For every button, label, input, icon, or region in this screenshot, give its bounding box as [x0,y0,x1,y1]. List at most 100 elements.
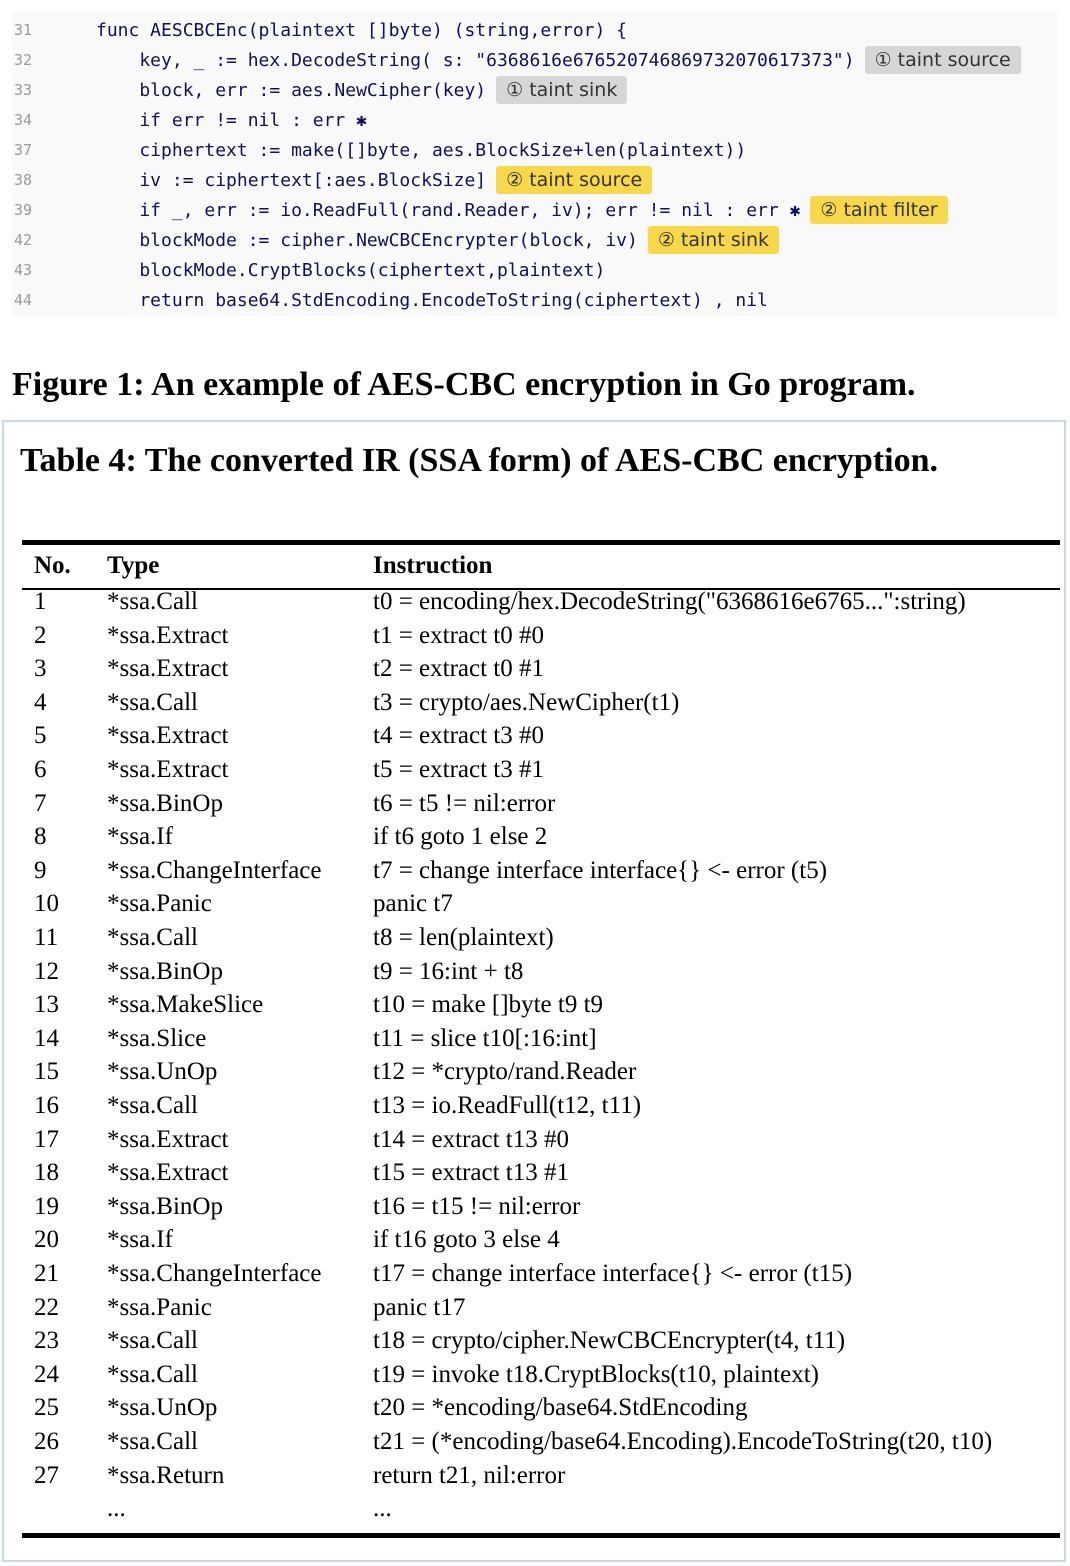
code-text: key, _ := hex.DecodeString( s: "6368616e… [96,49,855,71]
table-cell: *ssa.Call [107,1092,198,1119]
table-cell: *ssa.UnOp [107,1058,218,1086]
table-rule [22,540,1060,545]
table-cell: *ssa.ChangeInterface [107,1260,322,1287]
line-number: 38 [14,171,33,189]
table-cell: if t6 goto 1 else 2 [373,823,548,851]
table-rule [22,588,1060,590]
table-cell: t16 = t15 != nil:error [373,1192,581,1220]
code-line: 32 key, _ := hex.DecodeString( s: "63686… [12,45,1021,75]
table-panel: Table 4: The converted IR (SSA form) of … [2,420,1066,1562]
header-row: No. Type Instruction [4,552,1064,586]
code-text: ciphertext := make([]byte, aes.BlockSize… [96,139,747,161]
table-cell: t2 = extract t0 #1 [373,655,544,683]
table-cell: *ssa.Extract [107,655,229,683]
line-number: 34 [14,111,33,129]
table-cell: *ssa.MakeSlice [107,991,264,1019]
table-cell: *ssa.Extract [107,1125,229,1153]
annotation-tag: ② taint sink [647,226,780,254]
ellipsis-row: ...... [4,1495,1064,1529]
table-row: 21 *ssa.ChangeInterface t17 = change inter… [4,1260,1064,1294]
table-cell: t1 = extract t0 #0 [373,621,544,649]
line-number: 39 [14,201,33,219]
table-row: 22 *ssa.Panic panic t17 [4,1294,1064,1328]
table-cell: *ssa.ChangeInterface [107,856,322,884]
annotation-tag: ② taint filter [810,196,948,224]
code-text: blockMode := cipher.NewCBCEncrypter(bloc… [96,229,638,251]
table-cell: *ssa.Call [107,688,198,716]
table-cell: t5 = extract t3 #1 [373,756,544,783]
code-line: 31 func AESCBCEnc(plaintext []byte) (stri… [12,15,627,45]
table-cell: 3 [34,655,47,683]
table-cell: 10 [34,890,59,918]
line-number: 42 [14,231,33,249]
code-text: return base64.StdEncoding.EncodeToString… [96,289,768,311]
table-cell: 18 [34,1159,59,1187]
line-number: 32 [14,51,33,69]
table-cell: if t16 goto 3 else 4 [373,1226,560,1254]
table-cell: *ssa.If [107,823,173,851]
code-text: block, err := aes.NewCipher(key) [96,79,487,101]
table-rule [22,1533,1060,1538]
table-cell: t17 = change interface interface{} <- er… [373,1260,853,1287]
table-row: 2 *ssa.Extract t1 = extract t0 #0 [4,622,1064,656]
table-cell: 4 [34,688,47,716]
table-row: 7 *ssa.BinOp t6 = t5 != nil:error [4,790,1064,824]
table-cell: 25 [34,1394,59,1422]
code-block: 31 func AESCBCEnc(plaintext []byte) (stri… [12,12,1058,316]
code-line: 33 block, err := aes.NewCipher(key) ① tai… [12,75,628,105]
table-row: 8 *ssa.If if t6 goto 1 else 2 [4,823,1064,857]
table-row: 20 *ssa.If if t16 goto 3 else 4 [4,1226,1064,1260]
table-cell: ... [107,1495,126,1523]
table-cell: t14 = extract t13 #0 [373,1125,569,1153]
table-row: 15 *ssa.UnOp t12 = *crypto/rand.Reader [4,1058,1064,1092]
table-cell: t15 = extract t13 #1 [373,1159,569,1187]
table-row: 24 *ssa.Call t19 = invoke t18.CryptBlocks(… [4,1361,1064,1395]
table-row: 27 *ssa.Return return t21, nil:error [4,1462,1064,1496]
table-cell: 12 [34,957,59,985]
code-line: 34 if err != nil : err ✱ [12,105,367,135]
table-cell: *ssa.UnOp [107,1394,218,1422]
table-cell: 19 [34,1192,59,1220]
table-cell: 15 [34,1058,59,1086]
table-row: 4 *ssa.Call t3 = crypto/aes.NewCipher(t1) [4,689,1064,723]
table-row: 13 *ssa.MakeSlice t10 = make []byte t9 t9 [4,991,1064,1025]
table-cell: *ssa.BinOp [107,789,223,817]
table-cell: t9 = 16:int + t8 [373,957,524,985]
table-cell: 26 [34,1428,59,1455]
line-number: 37 [14,141,33,159]
table-row: 19 *ssa.BinOp t16 = t15 != nil:error [4,1193,1064,1227]
table-cell: 17 [34,1125,59,1153]
table-cell: t3 = crypto/aes.NewCipher(t1) [373,688,680,716]
table-row: 9 *ssa.ChangeInterface t7 = change interfa… [4,857,1064,891]
table-cell: *ssa.Extract [107,621,229,649]
table-cell: 9 [34,856,47,884]
table-cell: *ssa.Call [107,588,198,615]
table-cell: *ssa.Extract [107,722,229,750]
table-row: 18 *ssa.Extract t15 = extract t13 #1 [4,1159,1064,1193]
table-cell: *ssa.Call [107,1327,198,1355]
table-cell: 20 [34,1226,59,1254]
table-row: 25 *ssa.UnOp t20 = *encoding/base64.StdEnc… [4,1394,1064,1428]
code-text: func AESCBCEnc(plaintext []byte) (string… [96,19,628,41]
table-cell: *ssa.Call [107,924,198,951]
table-row: 14 *ssa.Slice t11 = slice t10[:16:int] [4,1025,1064,1059]
table-cell: 22 [34,1293,59,1321]
table-row: 23 *ssa.Call t18 = crypto/cipher.NewCBCEnc… [4,1327,1064,1361]
table-cell: t19 = invoke t18.CryptBlocks(t10, plaint… [373,1360,819,1388]
figure-caption: Figure 1: An example of AES-CBC encrypti… [12,366,916,403]
table-cell: 13 [34,991,59,1019]
table-row: 12 *ssa.BinOp t9 = 16:int + t8 [4,958,1064,992]
table-cell: *ssa.Call [107,1428,198,1455]
table-cell: 8 [34,823,47,851]
table-row: 16 *ssa.Call t13 = io.ReadFull(t12, t11) [4,1092,1064,1126]
header-cell: Type [107,552,160,579]
table-cell: t18 = crypto/cipher.NewCBCEncrypter(t4, … [373,1327,846,1355]
code-line: 37 ciphertext := make([]byte, aes.BlockS… [12,135,746,165]
table-cell: 21 [34,1260,59,1287]
code-text: if err != nil : err ✱ [96,109,367,131]
table-cell: return t21, nil:error [373,1461,566,1489]
table-cell: t12 = *crypto/rand.Reader [373,1058,637,1086]
line-number: 33 [14,81,33,99]
table-cell: panic t17 [373,1293,466,1321]
